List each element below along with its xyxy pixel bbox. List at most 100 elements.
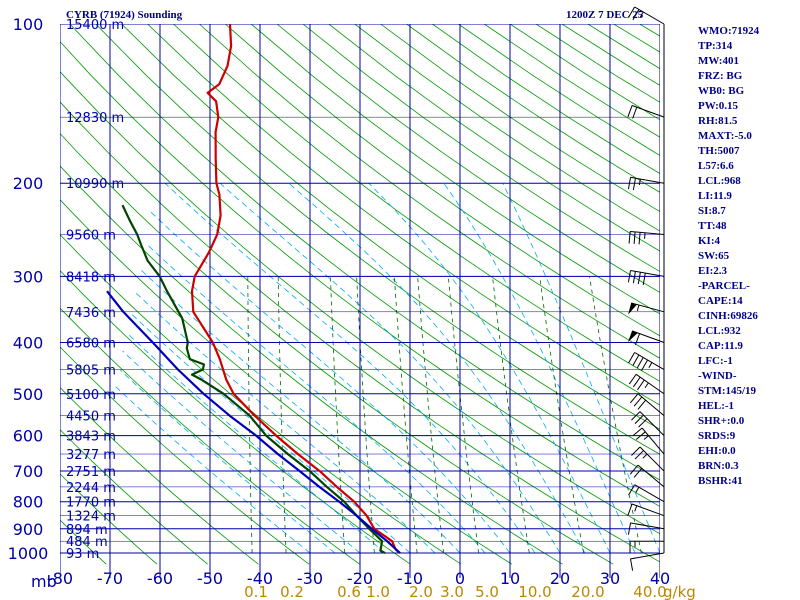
temperature-tick-label: -10 bbox=[397, 569, 423, 588]
pressure-tick-label: 600 bbox=[13, 427, 44, 446]
wind-barb bbox=[627, 270, 665, 286]
wind-barb-shaft bbox=[631, 302, 665, 313]
height-label: 4450 m bbox=[66, 410, 116, 425]
wind-barb-feather bbox=[628, 6, 635, 18]
wind-barb-feather bbox=[632, 354, 640, 366]
wind-barb-half-feather bbox=[642, 453, 648, 459]
index-item: CAPE:14 bbox=[698, 295, 743, 307]
wind-barb-shaft bbox=[630, 270, 665, 277]
wind-barb bbox=[627, 503, 665, 517]
mixing-ratio-label: 20.0 bbox=[571, 583, 604, 600]
index-item: STM:145/19 bbox=[698, 385, 757, 397]
wind-barb-half-feather bbox=[643, 435, 649, 440]
index-item: MAXT:-5.0 bbox=[698, 130, 752, 142]
index-item: TP:314 bbox=[698, 40, 733, 52]
wind-barb-shaft bbox=[631, 105, 665, 118]
mixing-ratio-label: 1.0 bbox=[366, 583, 390, 600]
moist-adiabat bbox=[502, 183, 660, 554]
index-item: SW:65 bbox=[698, 250, 730, 262]
pressure-tick-label: 200 bbox=[13, 174, 44, 193]
moist-adiabat bbox=[133, 290, 436, 554]
index-item: -WIND- bbox=[698, 370, 737, 382]
wind-barb-feather bbox=[629, 464, 639, 475]
index-item: LCL:932 bbox=[698, 325, 741, 337]
dry-adiabat bbox=[250, 24, 660, 315]
height-label: 6580 m bbox=[66, 336, 116, 351]
pressure-tick-label: 800 bbox=[13, 493, 44, 512]
index-item: WB0: BG bbox=[698, 85, 745, 97]
temperature-tick-label: 20 bbox=[550, 569, 570, 588]
index-item: PW:0.15 bbox=[698, 100, 739, 112]
wind-barb-shaft bbox=[630, 552, 665, 560]
index-item: SHR+:0.0 bbox=[698, 415, 745, 427]
wind-barb-shaft bbox=[635, 373, 665, 395]
wind-barb-feather bbox=[629, 393, 639, 404]
wind-barb bbox=[630, 552, 665, 571]
wind-barb-feather bbox=[628, 373, 637, 385]
wind-barb-feather bbox=[637, 379, 645, 391]
wind-barb-half-feather bbox=[644, 232, 646, 239]
station-title: CYRB (71924) Sounding bbox=[66, 9, 183, 21]
height-label: 2751 m bbox=[66, 465, 116, 480]
wind-barb-feather bbox=[628, 352, 635, 364]
index-item: LFC:-1 bbox=[698, 355, 733, 367]
wind-barb-shaft bbox=[641, 427, 665, 455]
wind-barb-feather bbox=[634, 333, 641, 346]
temperature-tick-label: -60 bbox=[147, 569, 173, 588]
wind-barb bbox=[627, 522, 665, 535]
wind-barb-half-feather bbox=[648, 362, 653, 368]
height-label: 1770 m bbox=[66, 496, 116, 511]
temperature-tick-label: 0 bbox=[455, 569, 465, 588]
wind-barb bbox=[629, 393, 665, 417]
dry-adiabat bbox=[60, 132, 614, 565]
wind-barb-shaft bbox=[639, 411, 665, 436]
wind-barb-feather bbox=[628, 231, 631, 244]
index-item: LCL:968 bbox=[698, 175, 741, 187]
mixing-ratio-line bbox=[539, 276, 584, 554]
wind-barb bbox=[628, 6, 665, 25]
dry-adiabat bbox=[276, 24, 660, 294]
dry-adiabat bbox=[60, 429, 208, 565]
wind-barb bbox=[628, 484, 665, 503]
wind-barb-feather bbox=[634, 450, 644, 460]
wind-barb bbox=[628, 352, 665, 371]
wind-barb bbox=[632, 427, 665, 455]
moist-adiabat bbox=[115, 386, 311, 554]
index-item: CINH:69826 bbox=[698, 310, 758, 322]
wind-barb-feather bbox=[628, 484, 635, 496]
wind-barb-half-feather bbox=[639, 11, 644, 18]
dry-adiabat bbox=[60, 101, 660, 563]
wind-barb-flag bbox=[628, 303, 637, 315]
wind-barb-shaft bbox=[630, 231, 665, 236]
wind-barb bbox=[628, 373, 665, 395]
wind-barb-feather bbox=[632, 427, 643, 437]
height-label: 8418 m bbox=[66, 270, 116, 285]
valid-time: 1200Z 7 DEC 25 bbox=[566, 9, 644, 21]
index-item: SI:8.7 bbox=[698, 205, 726, 217]
temperature-tick-label: -50 bbox=[197, 569, 223, 588]
moist-adiabat bbox=[119, 369, 336, 554]
wind-barb-shaft bbox=[637, 464, 665, 488]
height-label: 2244 m bbox=[66, 481, 116, 496]
height-label: 10990 m bbox=[66, 177, 124, 192]
height-label: 93 m bbox=[66, 547, 99, 562]
wind-barb-feather bbox=[638, 232, 641, 245]
mixing-ratio-label: 5.0 bbox=[475, 583, 499, 600]
height-label: 5100 m bbox=[66, 388, 116, 403]
pressure-tick-label: 100 bbox=[13, 15, 44, 34]
temperature-tick-label: -30 bbox=[297, 569, 323, 588]
wind-barb-feather bbox=[634, 414, 644, 424]
mixing-ratio-unit: g/kg bbox=[663, 583, 696, 600]
dry-adiabat bbox=[173, 24, 660, 382]
pressure-unit-label: mb bbox=[31, 572, 57, 591]
dry-adiabat bbox=[328, 24, 660, 252]
wind-barb-feather bbox=[627, 522, 632, 535]
wind-barb-shaft bbox=[639, 446, 665, 472]
pressure-tick-label: 700 bbox=[13, 462, 44, 481]
wind-barb bbox=[627, 330, 665, 346]
wind-barb-half-feather bbox=[635, 486, 640, 493]
height-label: 3277 m bbox=[66, 448, 116, 463]
wind-barb-half-feather bbox=[644, 382, 649, 389]
wind-barb-feather bbox=[627, 270, 632, 283]
wind-barb-feather bbox=[632, 376, 641, 388]
